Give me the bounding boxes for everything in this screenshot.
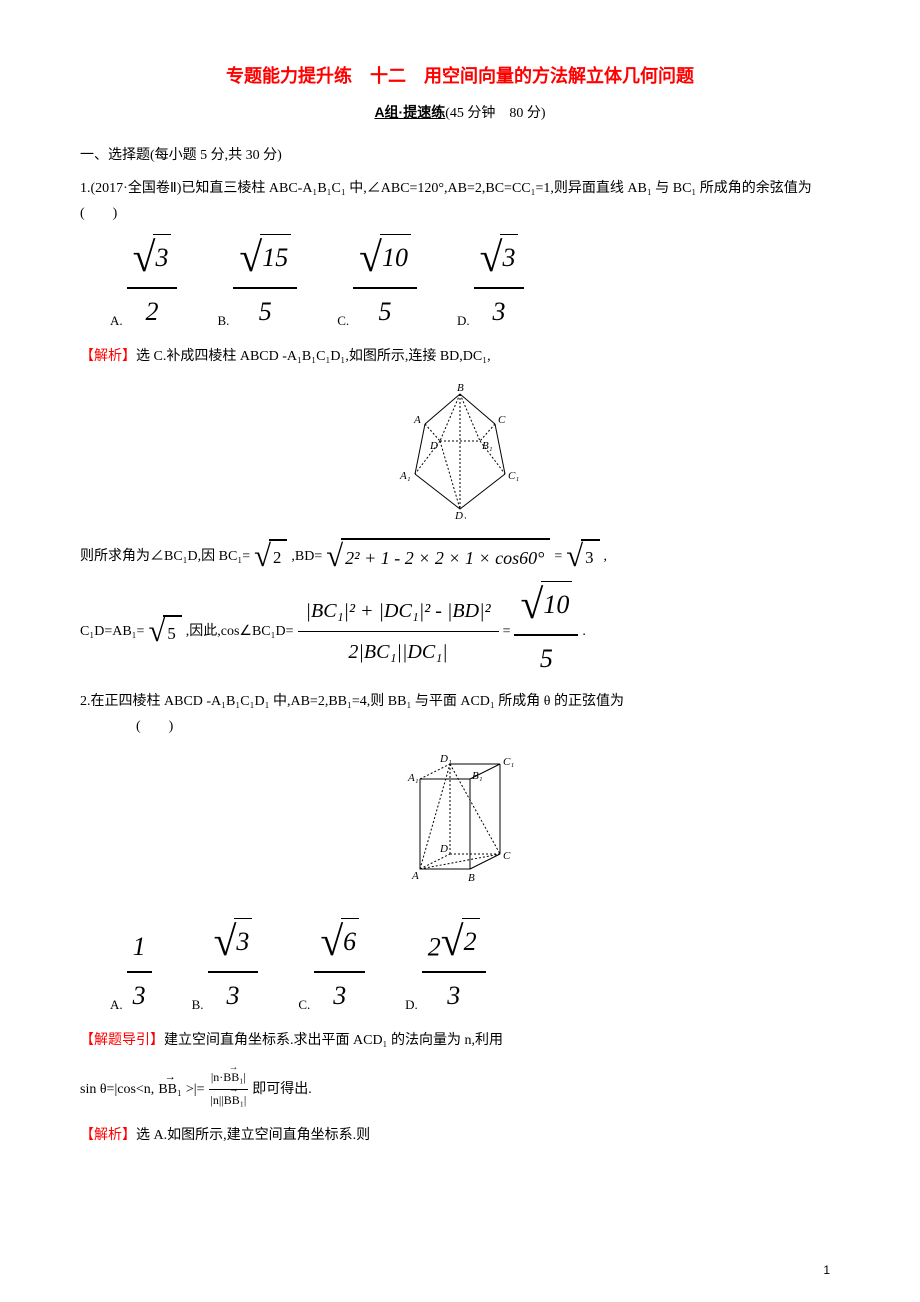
q2-option-c: C. √6 3 [298,918,365,1020]
svg-text:C₁: C₁ [508,470,519,482]
section-heading: 一、选择题(每小题 5 分,共 30 分) [80,143,840,168]
option-label-b: B. [217,309,229,336]
q1-solution-line2: 则所求角为∠BC₁D,因 BC₁= √2 ,BD= √2² + 1 - 2 × … [80,538,840,574]
svg-text:A: A [413,414,421,426]
time-score: (45 分钟 80 分) [445,106,545,121]
q1-stem: 1.(2017·全国卷Ⅱ)已知直三棱柱 ABC-A₁B₁C₁ 中,∠ABC=12… [80,176,840,226]
q2-options: A. 1 3 B. √3 3 C. √6 3 D. 2√2 3 [110,918,840,1020]
svg-text:D₁: D₁ [439,753,452,765]
svg-text:A: A [411,870,419,882]
svg-text:A₁: A₁ [407,772,419,784]
q2-option-b: B. √3 3 [192,918,259,1020]
option-label-d2: D. [405,993,418,1020]
q1-option-a: A. √3 2 [110,234,177,336]
option-label-a: A. [110,309,123,336]
q2-option-a: A. 1 3 [110,924,152,1020]
page-title: 专题能力提升练 十二 用空间向量的方法解立体几何问题 [80,60,840,92]
svg-text:D: D [439,843,448,855]
q2-hint-line1: 【解题导引】建立空间直角坐标系.求出平面 ACD₁ 的法向量为 n,利用 [80,1028,840,1053]
page-number: 1 [823,1260,830,1282]
q1-solution-line3: C₁D=AB₁= √5 ,因此,cos∠BC₁D= |BC₁|² + |DC₁|… [80,581,840,683]
svg-text:B: B [468,872,475,884]
svg-text:D: D [429,440,438,452]
figure-1: B A C D B₁ A₁ C₁ D₁ [80,379,840,528]
svg-text:B: B [457,382,464,394]
q1-option-d: D. √3 3 [457,234,524,336]
q1-option-b: B. √15 5 [217,234,297,336]
q2-stem: 2.在正四棱柱 ABCD -A₁B₁C₁D₁ 中,AB=2,BB₁=4,则 BB… [80,689,840,739]
q2-solution: 【解析】选 A.如图所示,建立空间直角坐标系.则 [80,1123,840,1148]
q1-options: A. √3 2 B. √15 5 C. √10 5 D. √3 3 [110,234,840,336]
svg-text:B₁: B₁ [482,440,493,452]
option-label-d: D. [457,309,470,336]
q2-option-d: D. 2√2 3 [405,918,485,1020]
svg-text:C₁: C₁ [503,756,514,768]
q1-solution-line1: 【解析】选 C.补成四棱柱 ABCD -A₁B₁C₁D₁,如图所示,连接 BD,… [80,344,840,369]
svg-text:D₁: D₁ [454,510,467,519]
svg-text:C: C [498,414,506,426]
group-label: A组·提速练 [374,104,445,120]
option-label-a2: A. [110,993,123,1020]
svg-text:B₁: B₁ [472,770,483,782]
hint-label: 【解题导引】 [80,1033,164,1048]
subtitle: A组·提速练(45 分钟 80 分) [80,100,840,126]
option-label-c2: C. [298,993,310,1020]
option-label-c: C. [337,309,349,336]
option-label-b2: B. [192,993,204,1020]
figure-2: A₁ B₁ C₁ D₁ A B C D [80,749,840,908]
solution-label-2: 【解析】 [80,1128,136,1143]
q2-hint-line2: sin θ=|cos<n, BB₁ >|= |n·BB₁| |n||BB₁| 即… [80,1067,840,1111]
svg-text:A₁: A₁ [399,470,411,482]
q1-option-c: C. √10 5 [337,234,417,336]
solution-label: 【解析】 [80,349,136,364]
svg-text:C: C [503,850,511,862]
